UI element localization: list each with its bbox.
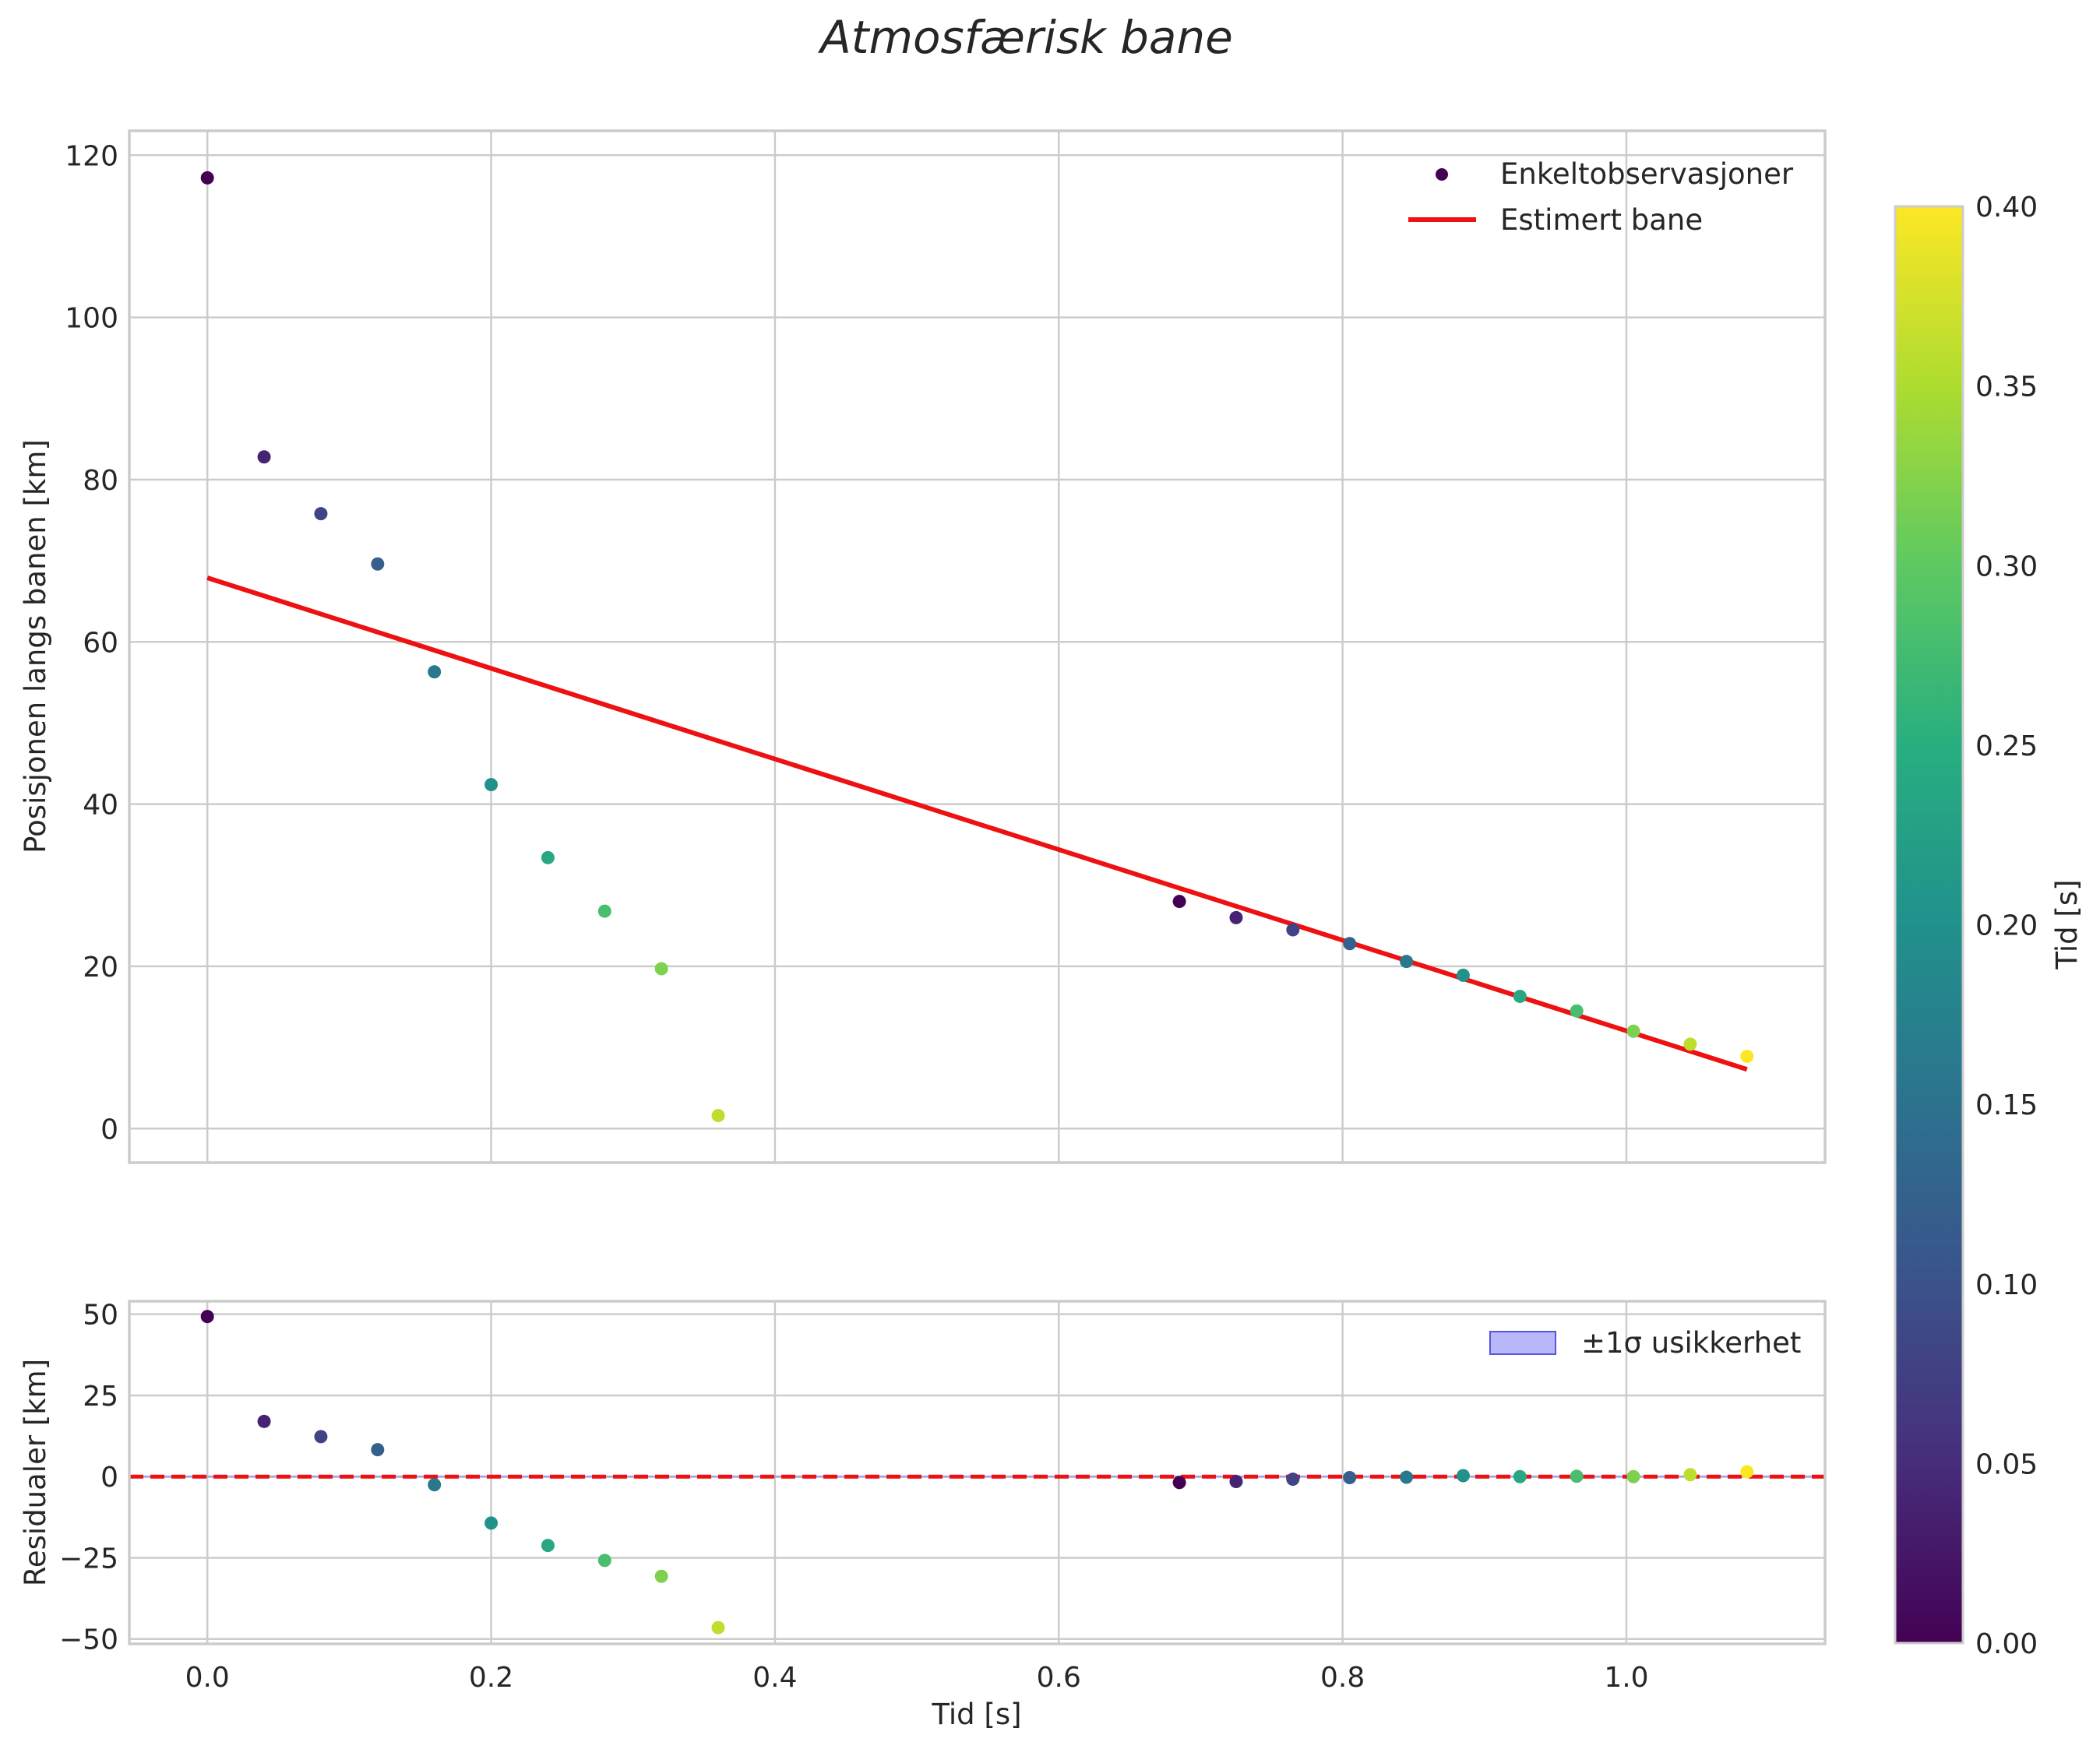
residual-point <box>654 1569 668 1583</box>
observation-point <box>1172 895 1186 909</box>
residual-point <box>1570 1469 1584 1483</box>
y-tick-label: 40 <box>83 790 118 822</box>
residual-point <box>257 1414 271 1428</box>
y-tick-label: 0 <box>100 1114 118 1145</box>
main-y-label: Posisjonen langs banen [km] <box>19 439 52 853</box>
y-tick-label: 120 <box>65 140 118 172</box>
residual-point <box>1343 1470 1357 1484</box>
observation-point <box>1229 910 1243 924</box>
observation-point <box>1683 1037 1697 1051</box>
y-tick-label: 25 <box>83 1381 118 1413</box>
colorbar-ticks: 0.00 0.05 0.10 0.15 0.20 0.25 0.30 0.35 0.40 <box>1975 192 2038 1660</box>
observation-point <box>1343 937 1357 951</box>
residual-point <box>1400 1470 1414 1484</box>
legend-band-marker <box>1489 1331 1556 1355</box>
x-tick-label: 1.0 <box>1604 1662 1648 1694</box>
residual-point <box>541 1539 555 1553</box>
residual-point <box>1229 1474 1243 1488</box>
residual-grid <box>129 1301 1825 1644</box>
observation-point <box>200 171 214 185</box>
colorbar-tick-label: 0.10 <box>1975 1269 2038 1301</box>
residual-plot: −50 −25 0 25 50 0.0 0.2 0.4 0.6 0.8 1.0 Residuale… <box>19 1300 1827 1731</box>
main-plot: 0 20 40 60 80 100 120 Posisjonen langs banen [… <box>19 129 1827 1164</box>
colorbar-tick-label: 0.35 <box>1975 371 2038 403</box>
residual-point <box>1172 1476 1186 1490</box>
legend-scatter-marker <box>1436 168 1448 181</box>
chart-title: Atmosfærisk bane <box>817 11 1233 64</box>
residual-data <box>129 1310 1825 1635</box>
observation-point <box>1570 1004 1584 1018</box>
x-tick-label: 0.0 <box>185 1662 230 1694</box>
x-tick-label: 0.6 <box>1037 1662 1081 1694</box>
observation-point <box>1740 1050 1754 1064</box>
observation-point <box>711 1109 725 1123</box>
observation-point <box>1456 968 1470 982</box>
observation-point <box>597 904 611 918</box>
legend-label-observations: Enkeltobservasjoner <box>1500 157 1794 191</box>
residual-point <box>314 1430 328 1444</box>
observation-point <box>1626 1024 1640 1038</box>
residual-plot-frame <box>128 1300 1827 1645</box>
colorbar-tick-label: 0.05 <box>1975 1448 2038 1480</box>
observation-point <box>257 450 271 464</box>
residual-point <box>200 1310 214 1324</box>
y-tick-label: 50 <box>83 1300 118 1332</box>
x-tick-label: 0.4 <box>752 1662 797 1694</box>
observation-point <box>484 778 499 792</box>
colorbar: 0.00 0.05 0.10 0.15 0.20 0.25 0.30 0.35 0.40 Tid… <box>1894 192 2084 1660</box>
estimated-trajectory-line <box>206 575 1748 1072</box>
x-tick-label: 0.2 <box>469 1662 513 1694</box>
legend-label-uncertainty: ±1σ usikkerhet <box>1581 1326 1801 1360</box>
y-tick-label: 0 <box>100 1462 118 1494</box>
colorbar-tick-label: 0.40 <box>1975 192 2038 223</box>
main-legend: Enkeltobservasjoner Estimert bane <box>1408 157 1794 237</box>
residual-y-label: Residualer [km] <box>19 1359 52 1586</box>
residual-point <box>1683 1468 1697 1482</box>
colorbar-tick-label: 0.15 <box>1975 1089 2038 1121</box>
residual-point <box>371 1443 385 1457</box>
residual-point <box>1456 1469 1470 1483</box>
y-tick-label: 100 <box>65 303 118 335</box>
observation-point <box>1286 923 1300 937</box>
colorbar-gradient <box>1894 205 1964 1645</box>
residual-point <box>1286 1473 1300 1487</box>
y-tick-label: −25 <box>59 1543 118 1575</box>
main-grid <box>129 131 1825 1163</box>
colorbar-tick-label: 0.20 <box>1975 910 2038 942</box>
residual-point <box>711 1621 725 1635</box>
legend-label-estimated: Estimert bane <box>1500 203 1703 237</box>
colorbar-tick-label: 0.00 <box>1975 1628 2038 1660</box>
residual-legend: ±1σ usikkerhet <box>1489 1326 1801 1360</box>
residual-y-ticks: −50 −25 0 25 50 <box>59 1300 118 1656</box>
x-tick-label: 0.8 <box>1320 1662 1365 1694</box>
y-tick-label: 60 <box>83 627 118 659</box>
colorbar-label: Tid [s] <box>2050 879 2084 970</box>
residual-point <box>1513 1469 1527 1483</box>
residual-point <box>484 1516 499 1530</box>
residual-x-ticks: 0.0 0.2 0.4 0.6 0.8 1.0 <box>185 1662 1649 1694</box>
main-data <box>200 171 1754 1123</box>
observation-point <box>428 665 442 679</box>
residual-point <box>428 1478 442 1492</box>
residual-point <box>1626 1469 1640 1483</box>
observation-point <box>654 962 668 976</box>
colorbar-tick-label: 0.30 <box>1975 551 2038 582</box>
observation-point <box>371 557 385 571</box>
x-axis-label: Tid [s] <box>931 1698 1021 1731</box>
main-plot-frame <box>128 129 1827 1164</box>
residual-point <box>1740 1465 1754 1479</box>
residual-point <box>597 1554 611 1568</box>
y-tick-label: 80 <box>83 465 118 497</box>
observation-point <box>541 850 555 864</box>
y-tick-label: 20 <box>83 952 118 984</box>
y-tick-label: −50 <box>59 1624 118 1656</box>
colorbar-tick-label: 0.25 <box>1975 730 2038 762</box>
observation-point <box>1400 955 1414 969</box>
observation-point <box>314 507 328 521</box>
main-y-ticks: 0 20 40 60 80 100 120 <box>65 140 118 1145</box>
observation-point <box>1513 989 1527 1003</box>
